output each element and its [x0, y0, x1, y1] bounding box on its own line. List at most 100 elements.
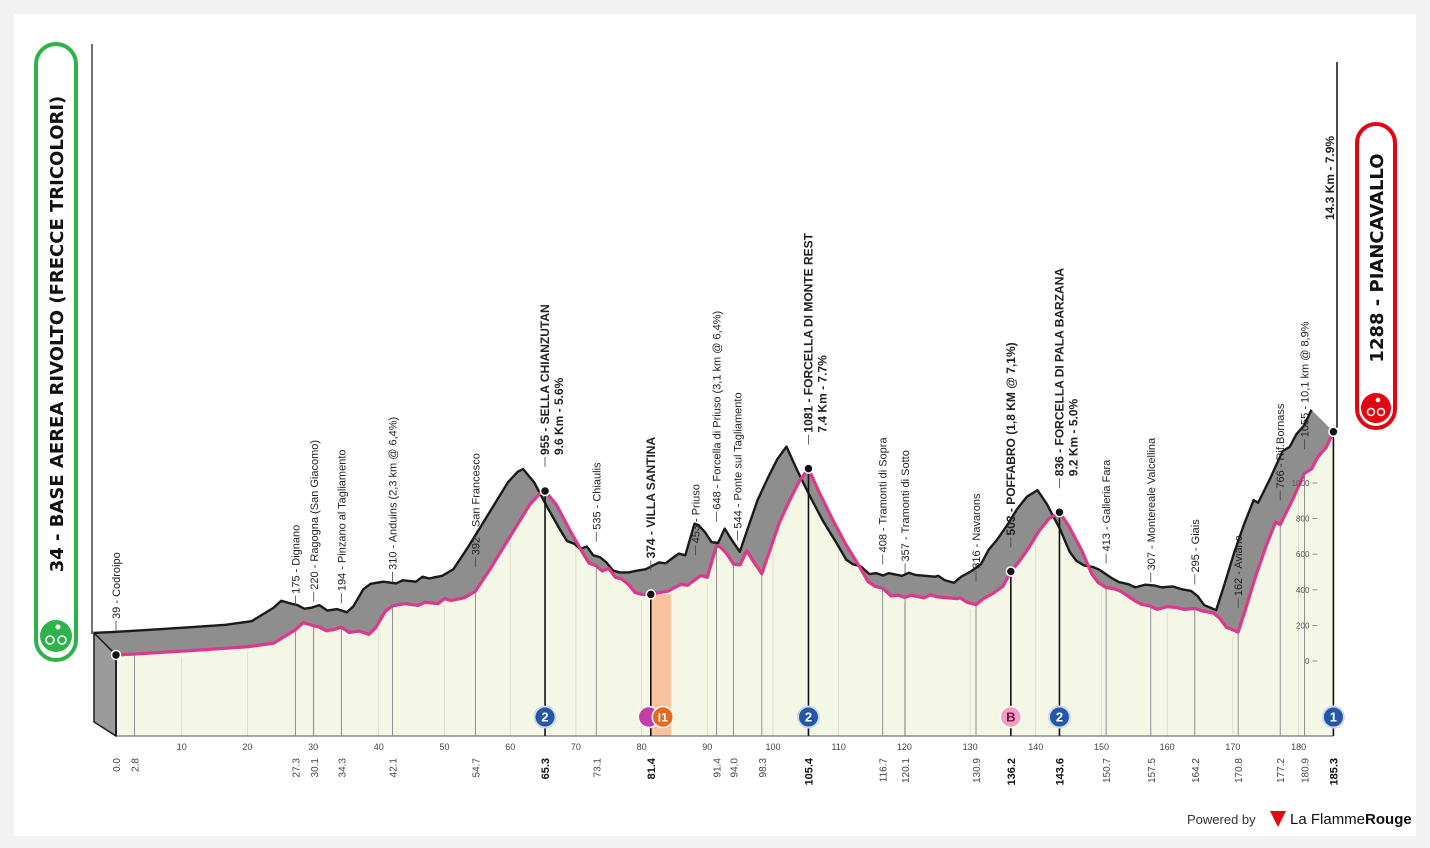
- waypoint-dot: [645, 589, 657, 600]
- altitude-tick-label: 400: [1296, 586, 1310, 595]
- mountain-category-number: 1: [1330, 710, 1337, 725]
- mountain-category-number: 2: [541, 710, 548, 725]
- waypoint-label: 955 - SELLA CHIANZUTAN: [538, 304, 552, 455]
- km-tick-label: 50: [439, 742, 449, 752]
- waypoint-km-label: 157.5: [1147, 758, 1158, 783]
- waypoint-km-label: 73.1: [592, 758, 603, 778]
- waypoint-km-label: 105.4: [803, 757, 815, 785]
- waypoint-km-label: 170.8: [1234, 758, 1245, 783]
- finish-icon-wheel: [1376, 407, 1386, 417]
- waypoint-km-label: 150.7: [1102, 758, 1113, 783]
- waypoint-km-label: 65.3: [540, 758, 552, 779]
- waypoint-km-label: 34.3: [337, 758, 348, 778]
- ground-layer: [116, 431, 1334, 736]
- km-tick-label: 70: [571, 742, 581, 752]
- brand-logo[interactable]: La Flamme Rouge: [1270, 808, 1412, 830]
- ground-area: [116, 431, 1334, 736]
- waypoint-label: 392 - San Francesco: [470, 453, 482, 555]
- waypoint-km-label: 98.3: [758, 758, 769, 778]
- finish-climb-label: 14.3 Km - 7.9%: [1323, 136, 1337, 220]
- waypoint-label: 766 - Rif.Bornass: [1275, 403, 1287, 488]
- waypoint-label: 162 - Aviano: [1233, 535, 1245, 596]
- waypoint-km-label: 164.2: [1191, 758, 1202, 783]
- waypoint-label: 39 - Codroipo: [111, 552, 123, 619]
- waypoint-dot: [1005, 566, 1017, 577]
- waypoint-label: 175 - Dignano: [290, 525, 302, 594]
- mountain-category-badge: [796, 705, 820, 729]
- km-labels: 10 20 30 40 50 60 70 80 90 100 110 120 130 140 150 160 1…: [112, 742, 1340, 786]
- climb-info-label: 7.4 Km - 7.7%: [815, 355, 829, 433]
- start-icon-wheel: [57, 635, 67, 645]
- waypoint-label: 374 - VILLA SANTINA: [644, 437, 658, 559]
- km-tick-label: 10: [177, 742, 187, 752]
- waypoint-label: 295 - Giais: [1190, 519, 1202, 573]
- waypoint-km-label: 54.7: [471, 758, 482, 778]
- waypoint-label: 836 - FORCELLA DI PALA BARZANA: [1052, 268, 1066, 477]
- mountain-category-badge: [1047, 705, 1071, 729]
- waypoint-km-label: 42.1: [389, 758, 400, 778]
- km-tick-label: 100: [765, 742, 780, 752]
- waypoint-label: 544 - Ponte sul Tagliamento: [733, 392, 745, 528]
- waypoint-label: 310 - Anduins (2,3 km @ 6,4%): [388, 417, 400, 570]
- finish-title: 1288 - PIANCAVALLO: [1367, 153, 1388, 362]
- km-tick-label: 120: [897, 742, 912, 752]
- climb-info-label: 9.6 Km - 5.6%: [552, 377, 566, 455]
- start-cyclist-icon: [40, 620, 72, 652]
- intermediate-sprint-number: I1: [658, 711, 668, 725]
- mountain-category-number: 2: [1056, 710, 1063, 725]
- waypoint-dot: [539, 485, 551, 497]
- waypoint-markers: [110, 426, 1339, 736]
- waypoint-dot: [110, 649, 122, 661]
- mountain-category-number: 2: [805, 710, 812, 725]
- waypoint-dot: [1054, 506, 1065, 518]
- relief-band: [94, 409, 1334, 655]
- km-tick-label: 60: [505, 742, 515, 752]
- brand-name-a: La Flamme: [1290, 810, 1366, 828]
- bonus-sprint-badge: [999, 705, 1023, 729]
- altitude-tick-label: 200: [1296, 621, 1310, 630]
- climb-info-label: 9.2 Km - 5.0%: [1066, 398, 1080, 476]
- waypoint-km-label: 0.0: [112, 758, 123, 772]
- intermediate-sprint-badge: [651, 705, 675, 729]
- waypoint-km-label: 177.2: [1276, 758, 1287, 783]
- km-tick-label: 170: [1225, 742, 1240, 752]
- waypoint-label: 194 - Pinzano al Tagliamento: [336, 450, 348, 592]
- finish-icon-wheel: [1366, 407, 1376, 417]
- powered-by-text: Powered by: [1187, 812, 1256, 827]
- waypoint-km-label: 30.1: [310, 758, 321, 778]
- start-icon-wheel: [45, 635, 55, 645]
- waypoint-km-label: 2.8: [130, 758, 141, 772]
- altitude-scale: 0 200 400 600 800 1000: [1292, 479, 1318, 666]
- waypoint-label: 413 - Galleria Fara: [1101, 459, 1113, 552]
- mountain-category-badge: [1321, 705, 1345, 729]
- start-icon-head: [55, 624, 61, 630]
- waypoint-labels: 39 - Codroipo 175 - Dignano 220 - Ragogna …: [111, 232, 1312, 631]
- finish-cyclist-icon: [1361, 393, 1391, 423]
- badges: 2 I1 2 B 2 1: [533, 705, 1345, 729]
- waypoint-label: 1081 - FORCELLA DI MONTE REST: [801, 232, 815, 432]
- bonus-sprint-letter: B: [1006, 710, 1015, 725]
- km-tick-label: 80: [637, 742, 647, 752]
- relief-layer: [93, 409, 1334, 738]
- km-tick-label: 180: [1291, 742, 1306, 752]
- waypoint-km-label: 81.4: [646, 757, 658, 779]
- start-pill: [34, 42, 78, 662]
- altitude-tick-label: 0: [1305, 657, 1310, 666]
- waypoint-km-label: 91.4: [712, 758, 723, 778]
- waypoint-km-label: 94.0: [730, 758, 741, 778]
- waypoint-label: 307 - Montereale Valcellina: [1146, 437, 1158, 570]
- waypoint-km-label: 27.3: [291, 758, 302, 778]
- waypoint-km-label: 180.9: [1301, 758, 1312, 783]
- km-tick-label: 150: [1094, 742, 1109, 752]
- km-tick-label: 40: [374, 742, 384, 752]
- sprint-zone-band: [650, 594, 672, 736]
- waypoint-label: 453 - Priuso: [690, 484, 702, 543]
- waypoint-dot: [803, 463, 814, 474]
- brand-name-b: Rouge: [1365, 810, 1412, 828]
- km-tick-label: 160: [1160, 742, 1175, 752]
- waypoint-km-label: 185.3: [1328, 758, 1340, 786]
- km-tick-label: 90: [702, 742, 712, 752]
- waypoint-label: 503 - POFFABRO (1,8 KM @ 7,1%): [1004, 342, 1018, 535]
- route-layer: [115, 431, 1335, 657]
